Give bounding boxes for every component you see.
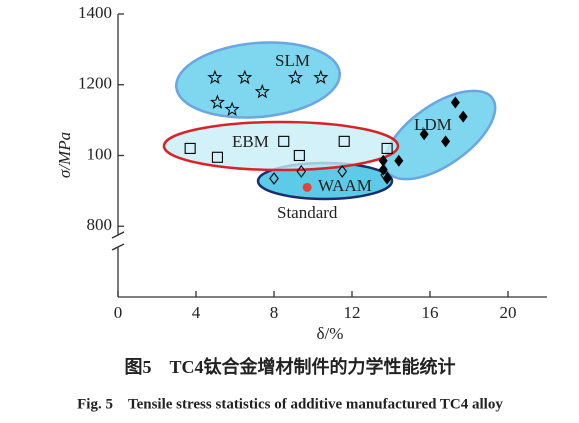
y-tick-label: 1400 (78, 3, 112, 22)
x-tick-label: 16 (422, 303, 439, 322)
star-point (209, 94, 225, 109)
square-point (184, 142, 196, 154)
x-tick-label: 0 (114, 303, 123, 322)
diamond-point (269, 172, 279, 185)
dot-point (302, 182, 312, 192)
diamond-point (337, 165, 348, 178)
square-point (278, 135, 290, 147)
chart-subtitle: Fig. 5 Tensile stress statistics of addi… (77, 396, 503, 412)
axis-break (111, 231, 125, 239)
series-label: EBM (232, 132, 269, 151)
star-point (224, 101, 240, 116)
filled-diamond-point (441, 135, 451, 148)
filled-diamond-point (382, 172, 392, 185)
square-point (338, 135, 350, 147)
ldm-region (383, 89, 497, 181)
filled-diamond-point (394, 154, 404, 167)
x-tick-label: 12 (344, 303, 361, 322)
square-point (381, 142, 393, 154)
star-point (313, 69, 329, 85)
star-point (237, 69, 253, 85)
diamond-point (296, 165, 307, 178)
y-tick-label: 800 (87, 215, 113, 234)
y-tick-label: 1200 (78, 74, 112, 93)
series-label: Standard (277, 203, 338, 222)
filled-diamond-point (458, 110, 468, 123)
y-axis-label: σ/MPa (55, 132, 74, 178)
star-point (207, 69, 223, 85)
square-point (293, 149, 305, 162)
axis-break (111, 243, 125, 251)
series-label: SLM (275, 51, 310, 70)
x-tick-label: 8 (270, 303, 279, 322)
filled-diamond-point (450, 96, 460, 109)
filled-diamond-point (378, 163, 388, 176)
square-point (211, 151, 223, 163)
x-tick-label: 20 (500, 303, 517, 322)
x-tick-label: 4 (192, 303, 201, 322)
filled-diamond-point (419, 128, 429, 141)
y-tick-label: 100 (87, 144, 113, 163)
filled-diamond-point (378, 154, 388, 167)
star-point (254, 83, 270, 99)
series-label: LDM (414, 115, 452, 134)
series-label: WAAM (318, 176, 372, 195)
x-axis-label: δ/% (317, 324, 344, 343)
axes (111, 14, 547, 298)
slm-region (174, 41, 342, 119)
star-point (287, 69, 303, 85)
chart-title: 图5 TC4钛合金增材制件的力学性能统计 (124, 356, 455, 377)
